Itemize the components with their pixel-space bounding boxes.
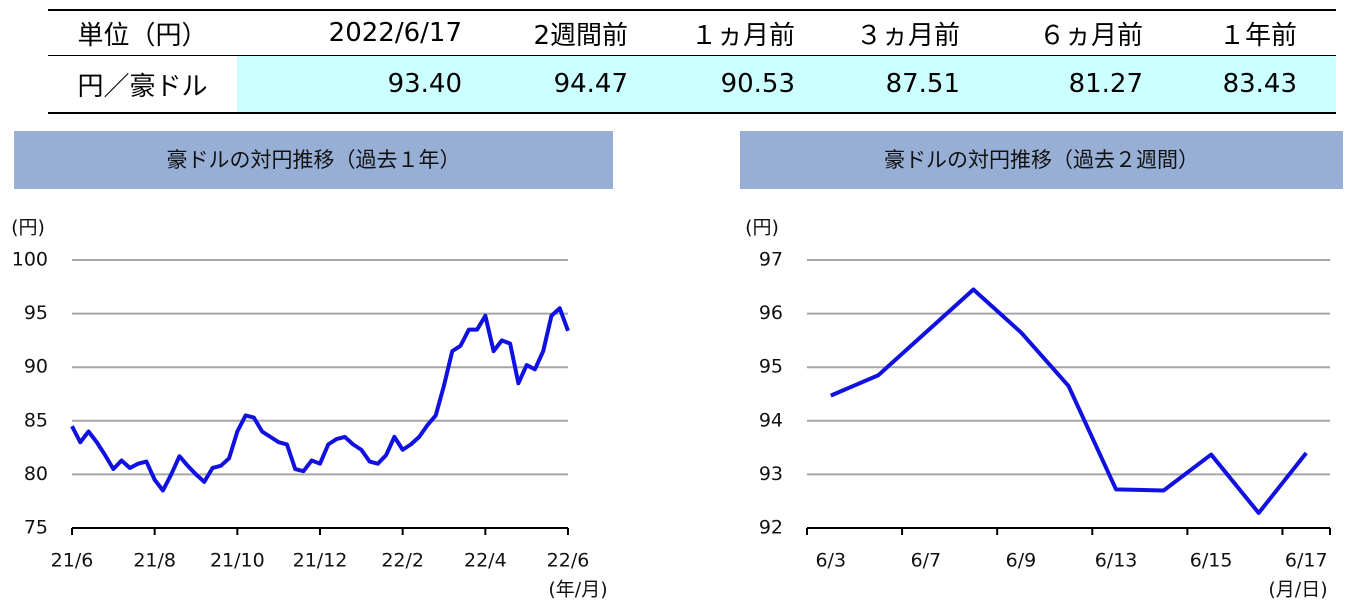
row-label: 円／豪ドル — [77, 71, 208, 102]
x-tick-label: 22/2 — [381, 550, 424, 572]
y-unit: (円) — [11, 217, 45, 239]
x-unit: (年/月) — [548, 579, 607, 601]
x-tick-label: 6/17 — [1285, 550, 1328, 572]
header-cell: 2週間前 — [470, 10, 636, 56]
chart-title: 豪ドルの対円推移（過去１年） — [167, 148, 461, 172]
y-unit: (円) — [745, 217, 779, 239]
header-row: 単位（円） 2022/6/17 2週間前 １ヵ月前 ３ヵ月前 ６ヵ月前 １年前 — [48, 10, 1336, 56]
y-tick-label: 97 — [759, 249, 783, 271]
x-unit: (月/日) — [1268, 579, 1327, 601]
header-cell: １年前 — [1151, 10, 1336, 56]
chart-title: 豪ドルの対円推移（過去２週間） — [884, 148, 1199, 172]
x-tick-label: 22/4 — [464, 550, 507, 572]
x-tick-label: 21/6 — [51, 550, 94, 572]
header-cell: 単位（円） — [48, 10, 237, 56]
x-tick-label: 6/3 — [815, 550, 846, 572]
x-tick-label: 6/7 — [911, 550, 942, 572]
x-tick-label: 6/9 — [1006, 550, 1037, 572]
line — [829, 287, 1308, 515]
y-tick-label: 96 — [759, 302, 783, 324]
y-tick-label: 80 — [24, 463, 48, 485]
title-box — [740, 131, 1343, 189]
cell: 81.27 — [968, 55, 1151, 113]
y-tick-label: 100 — [12, 249, 48, 271]
x-tick-label: 21/12 — [293, 550, 348, 572]
title-box — [14, 131, 613, 189]
rate-table: 単位（円） 2022/6/17 2週間前 １ヵ月前 ３ヵ月前 ６ヵ月前 １年前 … — [48, 9, 1336, 114]
header-cell: ３ヵ月前 — [803, 10, 968, 56]
x-tick-label: 6/13 — [1095, 550, 1138, 572]
header-cell: ６ヵ月前 — [968, 10, 1151, 56]
x-tick-label: 21/10 — [210, 550, 265, 572]
line — [70, 306, 570, 493]
header-cell: 2022/6/17 — [237, 10, 470, 56]
y-tick-label: 75 — [24, 517, 48, 539]
data-row: 円／豪ドル 93.40 94.47 90.53 87.51 81.27 83.4… — [48, 55, 1336, 113]
cell: 93.40 — [237, 55, 470, 113]
y-tick-label: 93 — [759, 463, 783, 485]
y-tick-label: 94 — [759, 409, 783, 431]
cell: 83.43 — [1151, 55, 1336, 113]
y-tick-label: 90 — [24, 356, 48, 378]
cell: 94.47 — [470, 55, 636, 113]
cell: 87.51 — [803, 55, 968, 113]
x-tick-label: 21/8 — [133, 550, 176, 572]
y-tick-label: 92 — [759, 517, 783, 539]
y-tick-label: 85 — [24, 409, 48, 431]
y-tick-label: 95 — [24, 302, 48, 324]
cell: 90.53 — [636, 55, 803, 113]
x-tick-label: 22/6 — [547, 550, 590, 572]
header-cell: １ヵ月前 — [636, 10, 803, 56]
y-tick-label: 95 — [759, 356, 783, 378]
x-tick-label: 6/15 — [1190, 550, 1233, 572]
